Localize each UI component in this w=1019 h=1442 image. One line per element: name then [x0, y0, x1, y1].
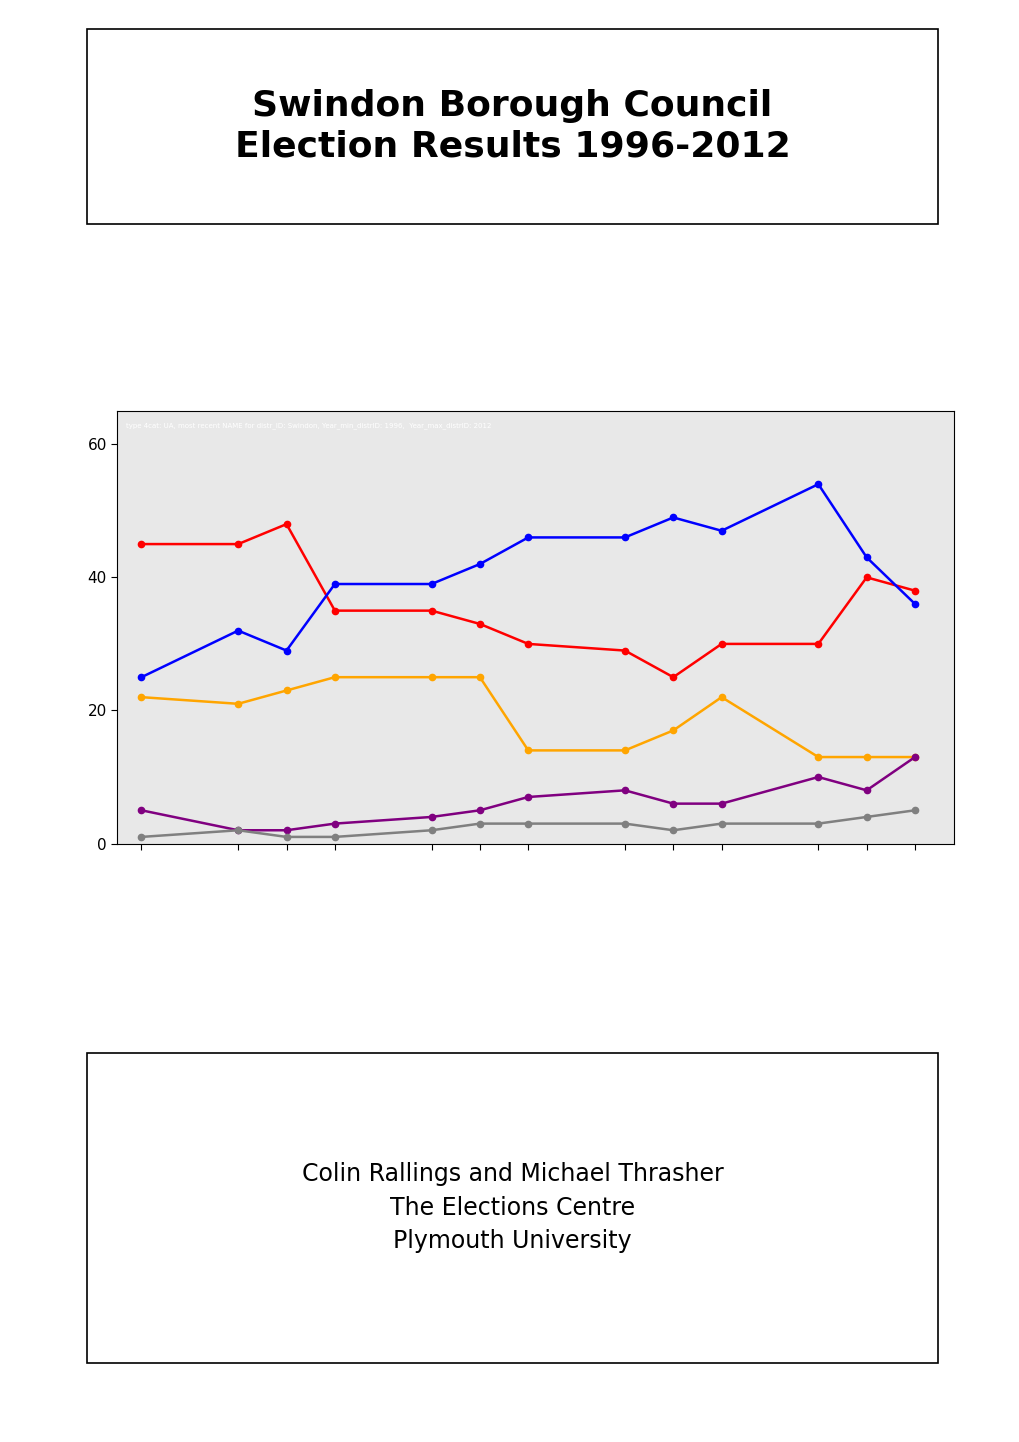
Text: Colin Rallings and Michael Thrasher
The Elections Centre
Plymouth University: Colin Rallings and Michael Thrasher The … — [302, 1162, 722, 1253]
FancyBboxPatch shape — [87, 29, 937, 224]
FancyBboxPatch shape — [87, 1053, 937, 1363]
Text: Swindon Borough Council
Election Results 1996-2012: Swindon Borough Council Election Results… — [234, 89, 790, 163]
Text: type 4cat: UA, most recent NAME for distr_ID: Swindon, Year_min_distrID: 1996,  : type 4cat: UA, most recent NAME for dist… — [125, 423, 490, 428]
